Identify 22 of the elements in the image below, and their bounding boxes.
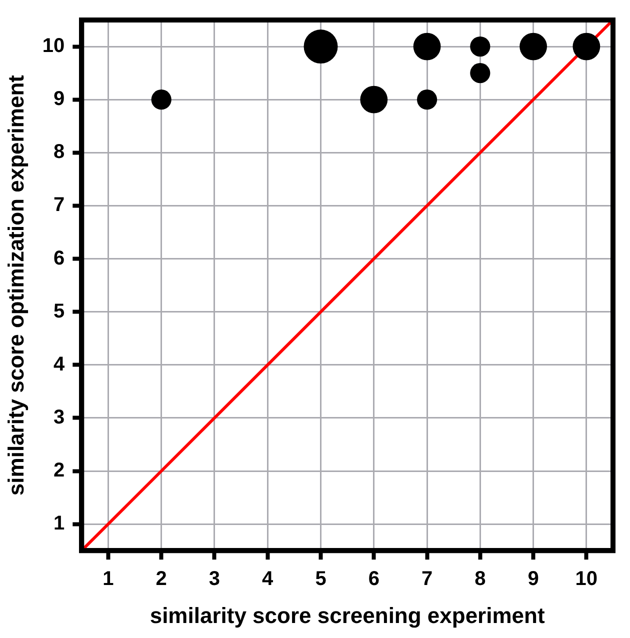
y-tick-label: 4 xyxy=(54,353,66,376)
x-tick-label: 9 xyxy=(528,568,539,590)
x-tick-label: 10 xyxy=(575,568,598,590)
x-tick-label: 4 xyxy=(262,568,274,590)
y-tick-label: 3 xyxy=(54,406,65,428)
y-tick-label: 6 xyxy=(54,247,65,270)
x-tick-label: 2 xyxy=(156,568,167,590)
x-tick-label: 3 xyxy=(208,568,220,590)
y-tick-label: 1 xyxy=(54,512,65,535)
y-tick-label: 7 xyxy=(54,194,65,216)
y-tick-label: 10 xyxy=(42,35,65,58)
y-tick-label: 9 xyxy=(54,88,65,110)
x-tick-label: 5 xyxy=(315,568,326,590)
x-tick-label: 6 xyxy=(368,568,380,590)
y-tick-label: 8 xyxy=(54,141,65,164)
y-axis-title: similarity score optimization experiment xyxy=(3,74,28,496)
x-axis-title: similarity score screening experiment xyxy=(150,602,546,628)
x-tick-label: 1 xyxy=(102,568,114,590)
x-tick-label: 7 xyxy=(421,568,433,590)
y-tick-label: 5 xyxy=(54,300,65,322)
x-tick-label: 8 xyxy=(474,568,486,590)
y-tick-label: 2 xyxy=(54,460,65,482)
